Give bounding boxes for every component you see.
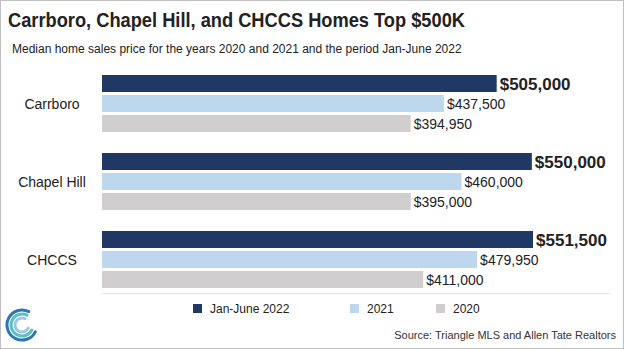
chart-container: Carrboro, Chapel Hill, and CHCCS Homes T…	[0, 0, 624, 349]
bars	[102, 75, 533, 288]
bar	[102, 193, 411, 210]
category-label: Chapel Hill	[18, 174, 86, 190]
title: Carrboro, Chapel Hill, and CHCCS Homes T…	[8, 8, 465, 31]
frame	[1, 1, 624, 349]
category-label: CHCCS	[27, 252, 77, 268]
source: Source: Triangle MLS and Allen Tate Real…	[394, 329, 616, 341]
chart-svg: Carrboro, Chapel Hill, and CHCCS Homes T…	[0, 0, 624, 349]
data-label: $460,000	[465, 174, 524, 190]
subtitle: Median home sales price for the years 20…	[12, 42, 462, 56]
data-label: $395,000	[414, 194, 473, 210]
data-labels: $505,000 $550,000 $551,500 $437,500 $460,000…	[414, 75, 607, 288]
data-label: $479,950	[480, 252, 539, 268]
logo-arc	[15, 318, 28, 332]
bar	[102, 271, 423, 288]
data-label: $411,000	[426, 272, 484, 288]
data-label: $551,500	[536, 231, 607, 250]
category-label: Carrboro	[24, 96, 79, 112]
legend-swatch	[436, 304, 445, 313]
x-axis-line	[102, 293, 610, 294]
legend-swatch	[350, 304, 359, 313]
legend-label: 2021	[367, 302, 394, 316]
legend: Jan-June 2022 2021 2020	[193, 302, 480, 316]
bar	[102, 173, 462, 190]
legend-swatch	[193, 304, 202, 313]
data-label: $394,950	[414, 116, 473, 132]
legend-label: 2020	[453, 302, 480, 316]
bar	[102, 251, 477, 268]
bar	[102, 95, 444, 112]
bar	[102, 115, 411, 132]
bar	[102, 75, 497, 92]
logo-arc	[11, 314, 32, 336]
bar	[102, 231, 533, 248]
data-label: $437,500	[447, 96, 506, 112]
legend-label: Jan-June 2022	[210, 302, 290, 316]
data-label: $550,000	[535, 153, 606, 172]
data-label: $505,000	[500, 75, 571, 94]
logo-arc	[7, 310, 35, 340]
bar	[102, 153, 532, 170]
logo	[7, 310, 35, 340]
